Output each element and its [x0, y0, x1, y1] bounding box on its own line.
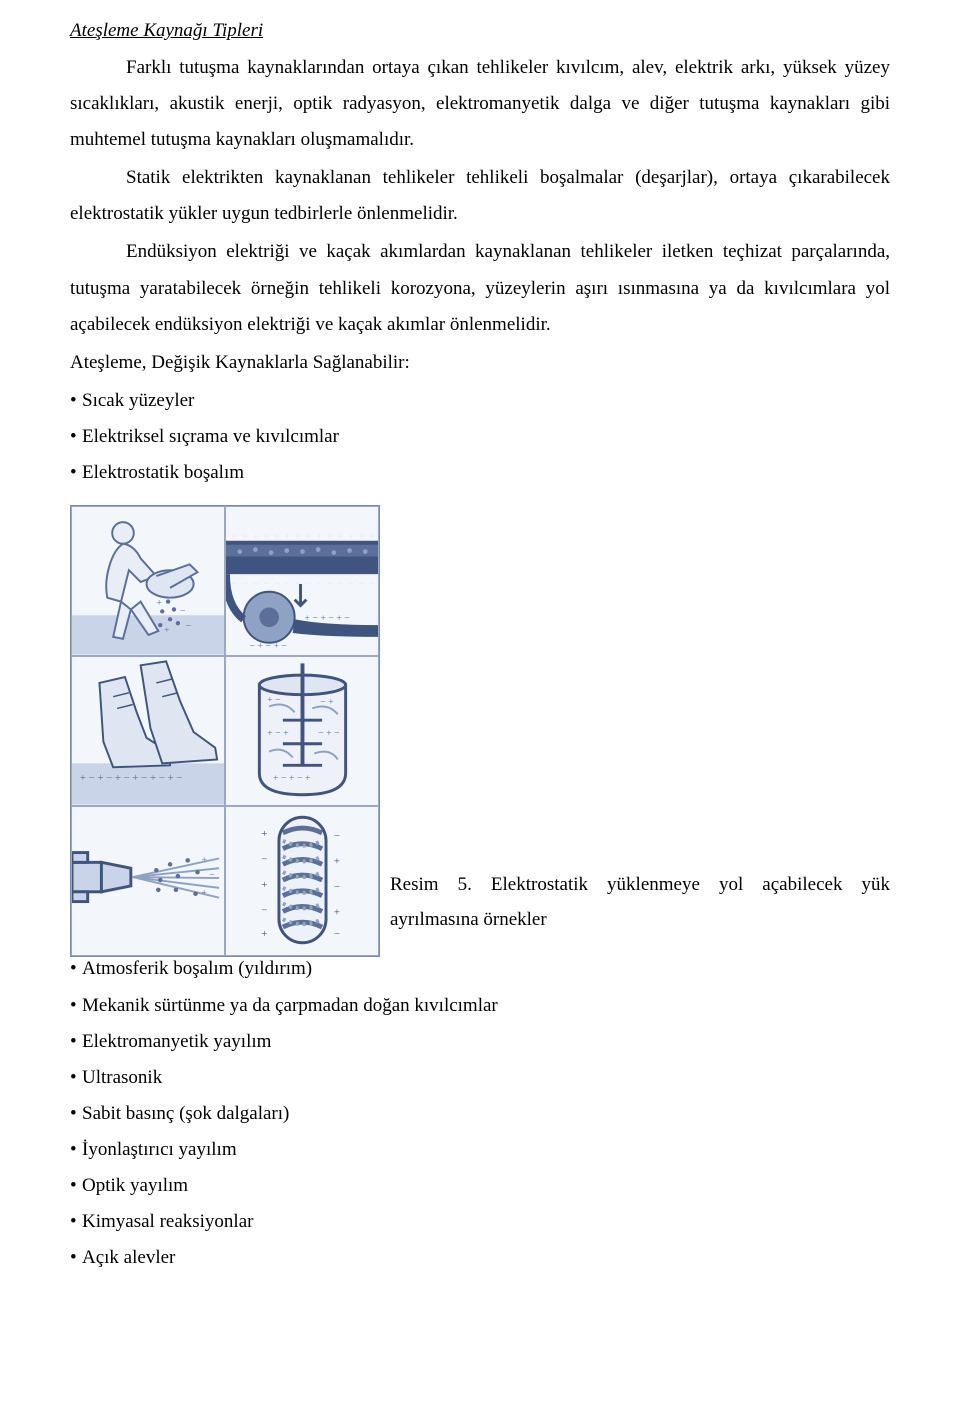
bullet-item: Elektromanyetik yayılım: [82, 1031, 271, 1052]
svg-text:+ − + − + − + − + −: + − + − + − + − + − + −: [80, 772, 182, 784]
bullet-item: Sabit basınç (şok dalgaları): [82, 1103, 289, 1124]
svg-text:+ − + − + −: + − + − + −: [304, 613, 350, 624]
svg-text:+: +: [156, 598, 162, 609]
bullet-item: İyonlaştırıcı yayılım: [82, 1139, 237, 1160]
svg-text:+: +: [201, 888, 207, 899]
svg-text:− + − + −: − + − + −: [250, 641, 288, 652]
svg-text:− + −: − + −: [318, 728, 340, 739]
svg-text:+: +: [164, 625, 170, 636]
section-title: Ateşleme Kaynağı Tipleri: [70, 20, 890, 42]
svg-text:+: +: [201, 854, 207, 865]
paragraph-2: Statik elektrikten kaynaklanan tehlikele…: [70, 160, 890, 232]
bullet-item: Kimyasal reaksiyonlar: [82, 1211, 253, 1232]
svg-text:−: −: [334, 830, 340, 842]
svg-text:−: −: [334, 881, 340, 893]
svg-text:− +: − +: [320, 697, 334, 708]
bullet-item: Açık alevler: [82, 1247, 175, 1268]
figure-cell-nozzle: + − +: [71, 806, 225, 956]
bullet-item: Atmosferik boşalım (yıldırım): [82, 958, 312, 979]
bullet-list-bottom: •Atmosferik boşalım (yıldırım) •Mekanik …: [70, 951, 890, 1276]
bullet-item: Optik yayılım: [82, 1175, 188, 1196]
svg-text:+ − +: + − +: [267, 728, 289, 739]
svg-text:+: +: [334, 906, 340, 918]
bullet-item: Elektrostatik boşalım: [82, 462, 244, 483]
svg-text:−: −: [261, 904, 267, 916]
bullet-item: Mekanik sürtünme ya da çarpmadan doğan k…: [82, 995, 498, 1016]
svg-text:+ − + − +: + − + − +: [273, 773, 311, 784]
bullet-item: Sıcak yüzeyler: [82, 390, 194, 411]
bullet-item: Ultrasonik: [82, 1067, 162, 1088]
figure-cell-person: + − + −: [71, 506, 225, 656]
svg-text:−: −: [209, 870, 215, 881]
figure-cell-boots: + − + − + − + − + − + −: [71, 656, 225, 806]
svg-text:−: −: [334, 928, 340, 940]
svg-text:+: +: [334, 855, 340, 867]
figure-cell-belt: + + + + + + + + + + + + + + + − − − − − …: [225, 506, 379, 656]
paragraph-4: Ateşleme, Değişik Kaynaklarla Sağlanabil…: [70, 345, 890, 381]
svg-text:+ + + + + + + + + + + + + + +: + + + + + + + + + + + + + + +: [232, 532, 378, 542]
paragraph-3: Endüksiyon elektriği ve kaçak akımlardan…: [70, 234, 890, 342]
svg-text:+ −: + −: [267, 695, 281, 706]
bullet-list-top: •Sıcak yüzeyler •Elektriksel sıçrama ve …: [70, 383, 890, 491]
figure-grid: + − + − + + + + + + + + + + + + + + + − …: [70, 505, 380, 957]
paragraph-1: Farklı tutuşma kaynaklarından ortaya çık…: [70, 50, 890, 158]
figure-block: + − + − + + + + + + + + + + + + + + + − …: [70, 505, 890, 937]
bullet-item: Elektriksel sıçrama ve kıvılcımlar: [82, 426, 339, 447]
figure-cell-coil: + − − + + − − + + −: [225, 806, 379, 956]
svg-text:−: −: [180, 605, 186, 616]
figure-cell-vessel: + − − + + − + − + − + − + − +: [225, 656, 379, 806]
svg-text:− − − − − − − − − − − − − − −: − − − − − − − − − − − − − − −: [232, 579, 378, 589]
svg-text:+: +: [261, 828, 267, 840]
svg-text:+: +: [261, 879, 267, 891]
svg-text:+: +: [261, 928, 267, 940]
svg-text:−: −: [186, 621, 192, 632]
svg-text:−: −: [261, 853, 267, 865]
